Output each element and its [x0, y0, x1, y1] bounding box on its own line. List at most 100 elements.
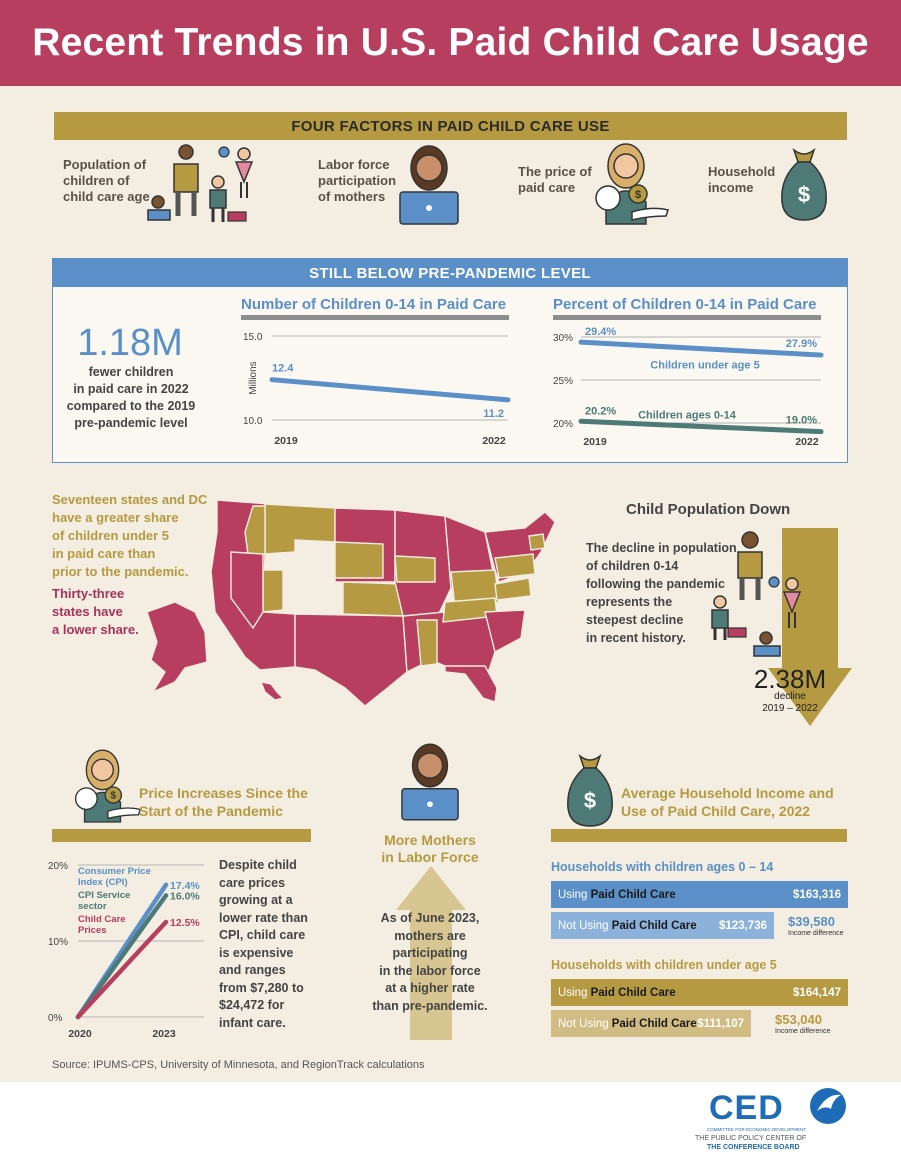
data-label: 16.0%: [170, 890, 200, 902]
map-text-line: prior to the pandemic.: [52, 564, 189, 579]
not-prefix: Not Using: [558, 1017, 612, 1030]
income-group1-difference: $39,580: [788, 914, 835, 929]
x-tick-label: 2019: [274, 435, 298, 447]
not-prefix: Not Using: [558, 919, 612, 932]
factor-line: Household: [708, 164, 776, 179]
paid-care-caption: fewer children in paid care in 2022 comp…: [58, 364, 204, 432]
mothers-title-line: More Mothers: [384, 832, 476, 848]
using-label: Using Paid Child Care: [551, 889, 676, 901]
caption-line: in paid care in 2022: [73, 382, 189, 396]
using-bold: Paid Child Care: [590, 888, 676, 901]
svg-text:$: $: [635, 189, 641, 201]
population-line: following the pandemic: [586, 577, 725, 591]
factors-banner-text: FOUR FACTORS IN PAID CHILD CARE USE: [291, 117, 610, 135]
price-text-line: lower rate than: [219, 910, 308, 925]
not-label: Not Using Paid Child Care: [551, 920, 697, 932]
population-caption-line: decline: [774, 691, 806, 702]
income-group2-difference-label: Income difference: [775, 1028, 831, 1035]
x-tick-label: 2019: [583, 436, 607, 448]
population-line: The decline in population: [586, 541, 737, 555]
population-caption-line: 2019 – 2022: [762, 703, 818, 714]
price-text: Despite child care prices growing at a l…: [219, 857, 308, 1032]
income-group2-not-bar: Not Using Paid Child Care $111,107: [551, 1010, 751, 1037]
population-line: steepest decline: [586, 613, 684, 627]
map-montana-region: [264, 503, 336, 555]
factor-label-population: Population of children of child care age: [63, 157, 150, 205]
not-label: Not Using Paid Child Care: [551, 1018, 697, 1030]
series-line: [578, 339, 824, 358]
not-value: $111,107: [697, 1017, 744, 1030]
map-florida: [444, 665, 498, 703]
mothers-text-line: in the labor force: [379, 963, 481, 978]
income-group2-difference: $53,040: [775, 1012, 822, 1027]
y-tick-label: 10%: [48, 937, 68, 948]
y-tick-label: 20%: [553, 419, 573, 430]
map-dakota-gold: [334, 541, 384, 579]
pandemic-banner-text: STILL BELOW PRE-PANDEMIC LEVEL: [309, 264, 591, 282]
svg-text:$: $: [111, 791, 117, 802]
x-tick-label: 2022: [482, 435, 506, 447]
using-prefix: Using: [558, 986, 591, 999]
factor-line: child care age: [63, 189, 150, 204]
factor-label-labor: Labor force participation of mothers: [318, 157, 396, 205]
chart-price-increases: 20% 10% 0% 2020 2023 17.4% Consumer PriceIndex…: [48, 861, 204, 1040]
income-group1-heading: Households with children ages 0 – 14: [551, 860, 774, 874]
population-line: in recent history.: [586, 631, 686, 645]
income-title-rule: [551, 829, 847, 842]
price-title: Price Increases Since the Start of the P…: [139, 784, 308, 820]
mothers-up-arrow: [396, 866, 466, 1040]
price-text-line: $24,472 for: [219, 998, 285, 1012]
price-text-line: Despite child: [219, 858, 297, 872]
map-text-line: Seventeen states and DC: [52, 492, 208, 507]
price-text-line: care prices: [219, 875, 286, 890]
population-line: represents the: [586, 595, 673, 609]
page-title: Recent Trends in U.S. Paid Child Care Us…: [32, 21, 869, 64]
price-title-line: Start of the Pandemic: [139, 803, 283, 819]
factors-banner: FOUR FACTORS IN PAID CHILD CARE USE: [54, 112, 847, 140]
price-text-line: is expensive: [219, 945, 294, 960]
money-bag-icon: $: [781, 147, 827, 221]
x-tick-label: 2023: [152, 1028, 176, 1040]
mothers-title-line: in Labor Force: [381, 849, 479, 865]
y-tick-label: 0%: [48, 1013, 63, 1024]
data-label: 11.2: [483, 408, 504, 420]
factor-line: paid care: [518, 180, 576, 195]
population-line: of children 0-14: [586, 559, 679, 573]
y-tick-label: 25%: [553, 376, 573, 387]
income-group1-not-bar: Not Using Paid Child Care $123,736: [551, 912, 774, 939]
map-text-line: of children under 5: [52, 528, 170, 543]
using-value: $164,147: [793, 986, 841, 999]
factor-line: Population of: [63, 157, 147, 172]
mothers-title: More Mothers in Labor Force: [360, 832, 500, 866]
factor-label-income: Household income: [708, 164, 775, 196]
map-plains-south: [294, 613, 408, 707]
not-bold: Paid Child Care: [611, 1017, 697, 1030]
y-tick-label: 10.0: [243, 416, 263, 427]
map-kansas-gold: [342, 581, 404, 617]
map-rose-text: Thirty-three states have a lower share.: [52, 585, 139, 639]
series-line: [269, 377, 511, 403]
price-text-line: from $7,280 to: [219, 980, 304, 995]
svg-text:$: $: [798, 182, 810, 207]
map-text-line: in paid care than: [52, 546, 156, 561]
chart-children-count: 15.0 10.0 Millions 2019 2022 12.4 11.2: [243, 332, 511, 447]
factor-label-price: The price of paid care: [518, 164, 592, 196]
not-value: $123,736: [719, 919, 767, 932]
price-text-line: CPI, child care: [219, 928, 306, 942]
mothers-text-line: participating: [392, 946, 468, 960]
title-bar: Recent Trends in U.S. Paid Child Care Us…: [0, 0, 901, 86]
ced-logo-line2: THE CONFERENCE BOARD: [707, 1144, 800, 1151]
caption-line: compared to the 2019: [66, 399, 196, 413]
price-title-rule: [52, 829, 311, 842]
source-note: Source: IPUMS-CPS, University of Minneso…: [52, 1059, 425, 1071]
factor-line: children of: [63, 173, 130, 188]
data-label: 27.9%: [786, 338, 817, 350]
population-caption: decline 2019 – 2022: [750, 691, 830, 715]
income-group1-using-bar: Using Paid Child Care $163,316: [551, 881, 848, 908]
price-text-line: and ranges: [219, 963, 286, 977]
population-down-arrow: [768, 528, 852, 726]
price-text-line: growing at a: [219, 893, 293, 907]
chart-percent: 30% 25% 20% 2019 2022 29.4% 27.9% Children unde…: [553, 326, 824, 448]
income-group1-difference-label: Income difference: [788, 930, 844, 937]
data-label: 12.5%: [170, 917, 200, 929]
